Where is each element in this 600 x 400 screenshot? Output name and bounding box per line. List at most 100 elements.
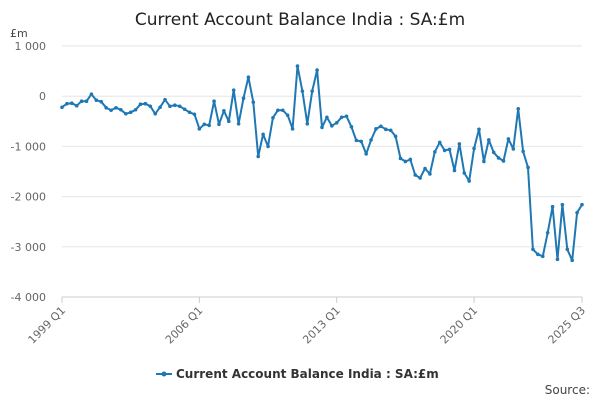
data-point xyxy=(330,124,334,128)
source-label: Source: xyxy=(545,383,590,397)
y-tick-label: -1 000 xyxy=(11,140,46,153)
y-tick-label: 0 xyxy=(39,90,46,103)
x-tick-label: 1999 Q1 xyxy=(26,304,69,347)
y-axis-unit-label: £m xyxy=(10,27,28,40)
y-tick-label: 1 000 xyxy=(15,40,47,53)
data-point xyxy=(354,138,359,143)
chart-title: Current Account Balance India : SA:£m xyxy=(135,10,465,30)
data-point xyxy=(153,111,158,116)
legend: Current Account Balance India : SA:£m xyxy=(156,367,439,381)
data-point xyxy=(383,127,388,132)
data-point xyxy=(290,127,295,131)
data-point xyxy=(575,210,579,215)
data-point xyxy=(516,106,521,111)
data-point xyxy=(320,125,324,130)
data-point xyxy=(104,105,108,110)
data-point xyxy=(70,101,74,106)
data-point xyxy=(315,68,319,72)
data-point xyxy=(187,110,192,115)
data-point xyxy=(555,257,560,262)
data-point xyxy=(477,127,481,132)
data-point xyxy=(226,119,231,124)
data-point xyxy=(403,159,408,164)
series-group xyxy=(60,64,584,263)
data-point xyxy=(472,146,476,151)
data-point xyxy=(506,137,511,141)
data-point xyxy=(202,122,207,127)
data-point xyxy=(261,132,265,137)
x-tick-label: 2025 Q3 xyxy=(546,304,589,347)
data-point xyxy=(266,144,270,149)
data-point xyxy=(119,107,123,112)
data-point xyxy=(300,89,305,93)
data-point xyxy=(94,98,99,103)
data-point xyxy=(99,99,104,104)
data-point xyxy=(60,105,64,110)
data-point xyxy=(256,154,261,159)
data-point xyxy=(177,104,182,109)
legend-label: Current Account Balance India : SA:£m xyxy=(176,367,439,381)
data-point xyxy=(418,176,422,180)
x-tick-label: 2013 Q1 xyxy=(300,304,343,347)
data-point xyxy=(207,123,211,128)
y-tick-label: -4 000 xyxy=(11,291,46,304)
data-point xyxy=(295,64,300,68)
data-point xyxy=(339,115,344,120)
data-point xyxy=(413,173,418,177)
data-point xyxy=(271,115,275,120)
data-point xyxy=(369,138,373,142)
data-point xyxy=(148,104,153,109)
data-point xyxy=(128,110,133,115)
data-point xyxy=(565,247,570,252)
data-point xyxy=(143,101,148,106)
data-point xyxy=(374,127,378,131)
data-point xyxy=(285,113,290,118)
data-point xyxy=(349,125,354,129)
data-point xyxy=(344,114,349,119)
data-point xyxy=(364,152,368,156)
data-point xyxy=(531,247,535,252)
y-axis-ticks: 1 000 0 -1 000 -2 000 -3 000 -4 000 xyxy=(11,40,46,304)
grid-lines xyxy=(62,45,582,298)
data-point xyxy=(217,122,221,127)
data-point xyxy=(109,108,113,113)
data-point xyxy=(501,159,506,163)
data-point xyxy=(408,157,413,162)
data-point xyxy=(222,108,226,113)
data-point xyxy=(123,111,128,116)
data-point xyxy=(442,148,447,153)
data-point xyxy=(74,103,79,108)
data-point xyxy=(212,99,216,104)
data-point xyxy=(393,134,398,139)
data-point xyxy=(447,147,452,152)
data-point xyxy=(398,156,403,161)
series-line xyxy=(61,65,583,262)
data-point xyxy=(305,122,310,126)
data-point xyxy=(280,108,285,113)
legend-dot-marker xyxy=(161,371,167,377)
data-point xyxy=(428,172,432,176)
data-point xyxy=(496,156,501,160)
data-point xyxy=(536,252,540,257)
data-point xyxy=(545,230,550,235)
data-point xyxy=(133,107,138,112)
y-tick-label: -2 000 xyxy=(11,191,46,204)
data-point xyxy=(114,105,118,110)
data-point xyxy=(182,107,187,112)
data-point xyxy=(236,122,241,126)
data-point xyxy=(276,108,280,113)
data-point xyxy=(231,88,236,92)
data-point xyxy=(163,97,167,102)
data-point xyxy=(511,147,516,151)
data-point xyxy=(173,103,177,108)
x-axis-ticks: 1999 Q1 2006 Q1 2013 Q1 2020 Q1 2025 Q3 xyxy=(26,296,589,347)
data-point xyxy=(570,258,574,263)
data-point xyxy=(486,138,491,142)
data-point xyxy=(168,104,172,109)
data-point xyxy=(192,112,197,117)
y-tick-label: -3 000 xyxy=(11,241,46,254)
data-point xyxy=(310,89,314,93)
data-point xyxy=(138,102,143,107)
data-point xyxy=(197,127,202,131)
